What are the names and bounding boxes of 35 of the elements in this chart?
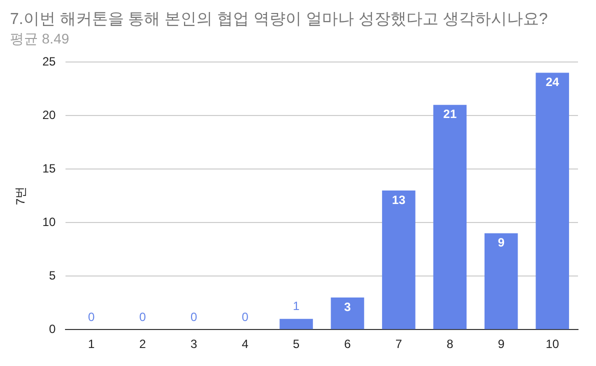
data-label: 0 — [139, 310, 146, 324]
x-tick-label: 8 — [446, 337, 454, 352]
y-tick-label: 5 — [49, 268, 56, 282]
x-tick-label: 6 — [344, 337, 352, 352]
data-label: 0 — [88, 310, 96, 324]
y-tick-label: 20 — [42, 108, 56, 122]
y-tick-label: 0 — [49, 322, 56, 336]
y-tick-label: 10 — [42, 214, 56, 229]
data-label: 24 — [546, 75, 560, 90]
bar — [433, 104, 467, 330]
data-label: 13 — [392, 192, 406, 207]
bar — [382, 190, 416, 330]
x-tick-label: 10 — [546, 337, 560, 352]
chart-title: 7.이번 해커톤을 통해 본인의 협업 역량이 얼마나 성장했다고 생각하시나요? — [10, 11, 548, 28]
bar — [330, 297, 364, 330]
y-axis-title: 7번 — [14, 186, 28, 206]
x-tick-label: 9 — [498, 337, 505, 352]
y-tick-label: 25 — [42, 54, 56, 68]
bar — [536, 72, 570, 330]
y-tick-label: 15 — [42, 161, 56, 176]
x-tick-label: 3 — [190, 337, 198, 352]
bar — [280, 318, 313, 330]
chart-subtitle: 평균 8.49 — [10, 30, 70, 46]
data-label: 3 — [344, 300, 352, 314]
x-tick-label: 5 — [292, 337, 300, 352]
x-tick-label: 7 — [395, 337, 402, 352]
bar — [484, 233, 518, 330]
data-label: 21 — [443, 107, 457, 122]
x-tick-label: 2 — [139, 337, 146, 352]
x-tick-label: 4 — [242, 337, 249, 352]
data-label: 0 — [242, 310, 249, 324]
data-label: 0 — [190, 310, 198, 324]
data-label: 1 — [292, 299, 300, 314]
data-label: 9 — [498, 236, 505, 250]
x-tick-label: 1 — [88, 337, 96, 352]
